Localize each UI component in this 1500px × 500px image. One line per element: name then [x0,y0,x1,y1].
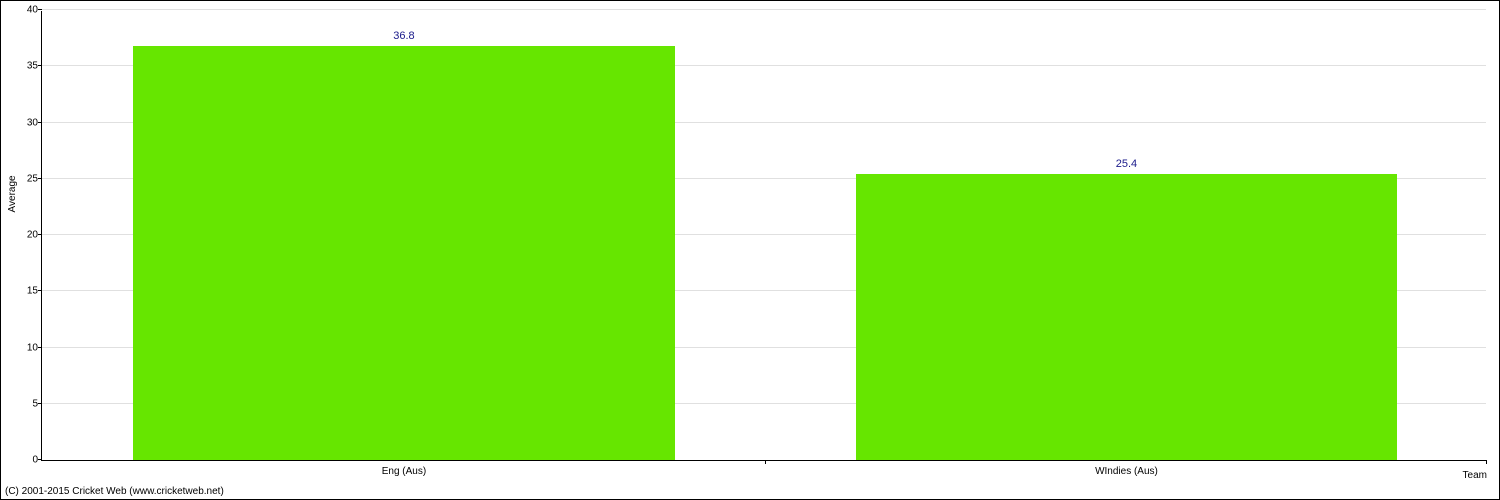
ytick-mark [38,9,42,10]
xtick-label: Eng (Aus) [382,466,426,477]
grid-line [42,9,1486,10]
bar-value-label: 25.4 [1116,158,1137,170]
xtick-label: WIndies (Aus) [1095,466,1158,477]
xtick-mark [765,460,766,464]
bar-value-label: 36.8 [393,30,414,42]
ytick-mark [38,403,42,404]
ytick-label: 40 [27,5,38,16]
ytick-label: 0 [32,455,38,466]
ytick-mark [38,178,42,179]
ytick-mark [38,347,42,348]
ytick-label: 10 [27,342,38,353]
ytick-label: 25 [27,173,38,184]
ytick-mark [38,459,42,460]
y-axis-label: Average [7,175,18,212]
ytick-mark [38,65,42,66]
chart-area: 051015202530354036.8Eng (Aus)25.4WIndies… [41,11,1486,461]
ytick-label: 20 [27,230,38,241]
xtick-mark [1486,460,1487,464]
ytick-mark [38,234,42,235]
plot-region: 051015202530354036.8Eng (Aus)25.4WIndies… [41,11,1486,461]
x-axis-label: Team [1463,470,1487,481]
bar: 36.8 [133,46,675,460]
ytick-mark [38,122,42,123]
ytick-label: 15 [27,286,38,297]
ytick-mark [38,290,42,291]
copyright-text: (C) 2001-2015 Cricket Web (www.cricketwe… [5,486,224,497]
ytick-label: 35 [27,61,38,72]
ytick-label: 30 [27,117,38,128]
ytick-label: 5 [32,398,38,409]
bar: 25.4 [856,174,1398,460]
